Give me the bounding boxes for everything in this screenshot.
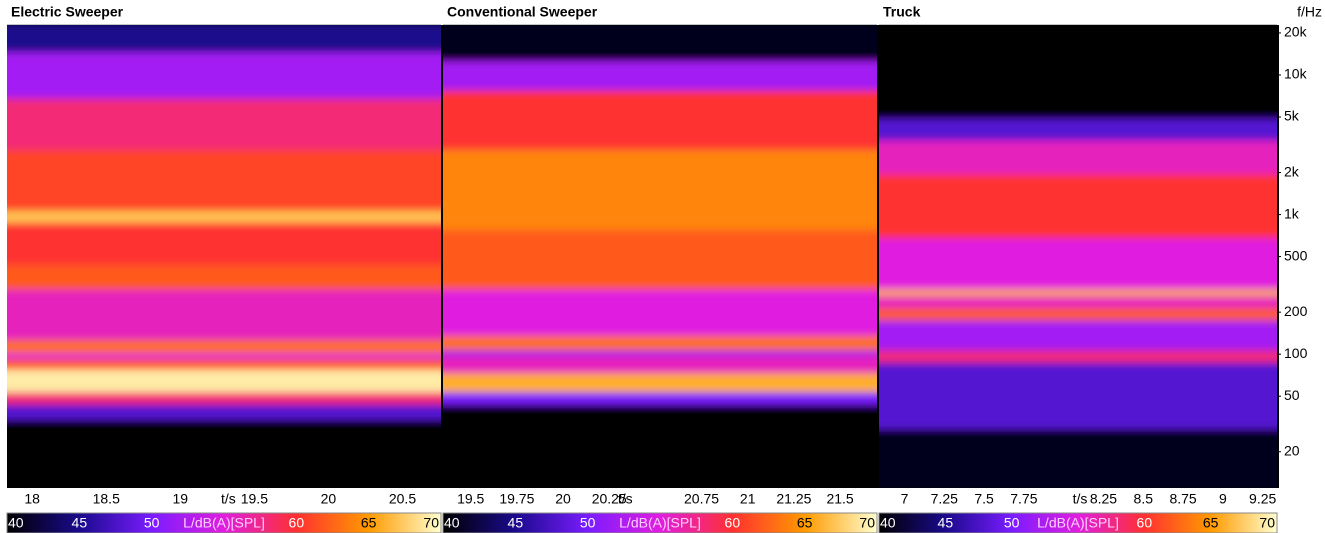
x-tick-label: 19.5	[241, 491, 268, 507]
panel-title: Conventional Sweeper	[447, 4, 598, 20]
y-tick-label: 50	[1284, 387, 1300, 403]
y-tick-label: 100	[1284, 345, 1308, 361]
band	[7, 416, 441, 490]
band	[7, 219, 441, 265]
colorbar-label: L/dB(A)[SPL]	[183, 515, 265, 531]
colorbar-tick-label: 60	[725, 515, 741, 531]
colorbar-tick-label: 70	[859, 515, 875, 531]
band	[7, 261, 441, 290]
band	[7, 286, 441, 341]
band	[443, 226, 877, 289]
band	[879, 137, 1277, 175]
panel-title: Truck	[883, 4, 921, 20]
colorbar-label: L/dB(A)[SPL]	[1037, 515, 1119, 531]
band	[443, 286, 877, 336]
y-tick-label: 10k	[1284, 66, 1308, 82]
y-tick-label: 1k	[1284, 205, 1300, 221]
x-tick-label: 21	[740, 491, 756, 507]
colorbar-tick-label: 60	[289, 515, 305, 531]
x-tick-label: 9.25	[1249, 491, 1276, 507]
colorbar-tick-label: 50	[1004, 515, 1020, 531]
colorbar-tick-label: 50	[580, 515, 596, 531]
x-tick-label: 20.5	[389, 491, 416, 507]
band	[7, 146, 441, 211]
band	[879, 171, 1277, 239]
band	[879, 23, 1277, 119]
colorbar-tick-label: 70	[1259, 515, 1275, 531]
x-tick-label: 7.5	[974, 491, 994, 507]
band-layer	[879, 23, 1277, 490]
band-layer	[443, 23, 877, 490]
colorbar-tick-label: 40	[8, 515, 24, 531]
x-tick-label: 19	[173, 491, 189, 507]
y-tick-label: 20k	[1284, 24, 1308, 40]
y-tick-label: 200	[1284, 303, 1308, 319]
x-tick-label: 19.5	[457, 491, 484, 507]
colorbar-tick-label: 45	[508, 515, 524, 531]
x-tick-label: 18	[24, 491, 40, 507]
y-tick-label: 2k	[1284, 163, 1300, 179]
colorbar-tick-label: 40	[880, 515, 896, 531]
x-tick-label: 19.75	[499, 491, 534, 507]
x-tick-label: 18.5	[93, 491, 120, 507]
x-axis-label: t/s	[221, 491, 236, 507]
spectrogram	[443, 23, 877, 490]
band	[879, 359, 1277, 430]
x-tick-label: 8.75	[1169, 491, 1196, 507]
band	[7, 366, 441, 393]
colorbar-tick-label: 65	[1203, 515, 1219, 531]
x-tick-label: 7.25	[931, 491, 958, 507]
y-tick-label: 20	[1284, 442, 1300, 458]
x-axis-label: t/s	[618, 491, 633, 507]
x-tick-label: 20	[321, 491, 337, 507]
x-tick-label: 20.75	[684, 491, 719, 507]
spectrogram	[879, 23, 1277, 490]
colorbar-tick-label: 60	[1137, 515, 1153, 531]
band	[879, 317, 1277, 351]
figure: Electric Sweeper 18 18.5 19 19.5 20 20.5 t/s 40 4…	[0, 0, 1325, 533]
x-axis-label: t/s	[1073, 491, 1088, 507]
band	[443, 401, 877, 490]
colorbar-tick-label: 65	[797, 515, 813, 531]
band	[7, 48, 441, 98]
band	[443, 23, 877, 61]
colorbar-tick-label: 65	[361, 515, 377, 531]
x-tick-label: 21.5	[826, 491, 853, 507]
colorbar-tick-label: 45	[72, 515, 88, 531]
x-tick-label: 8.5	[1134, 491, 1154, 507]
y-tick-label: 5k	[1284, 108, 1300, 124]
colorbar-label: L/dB(A)[SPL]	[619, 515, 701, 531]
y-tick-label: 500	[1284, 247, 1308, 263]
band	[7, 95, 441, 150]
colorbar-tick-label: 70	[423, 515, 439, 531]
x-tick-label: 8.25	[1090, 491, 1117, 507]
band	[443, 57, 877, 90]
band	[7, 23, 441, 52]
spectrogram	[7, 23, 441, 490]
x-tick-label: 9	[1219, 491, 1227, 507]
colorbar-tick-label: 40	[444, 515, 460, 531]
x-tick-label: 7	[901, 491, 909, 507]
band	[443, 146, 877, 230]
y-axis-label: f/Hz	[1297, 4, 1322, 20]
x-tick-label: 7.75	[1010, 491, 1037, 507]
band	[443, 86, 877, 149]
x-tick-label: 21.25	[776, 491, 811, 507]
band-layer	[7, 23, 441, 490]
x-tick-label: 20	[555, 491, 571, 507]
panel-title: Electric Sweeper	[11, 4, 124, 20]
colorbar-tick-label: 50	[144, 515, 160, 531]
band	[879, 425, 1277, 490]
band	[879, 234, 1277, 289]
colorbar-tick-label: 45	[938, 515, 954, 531]
